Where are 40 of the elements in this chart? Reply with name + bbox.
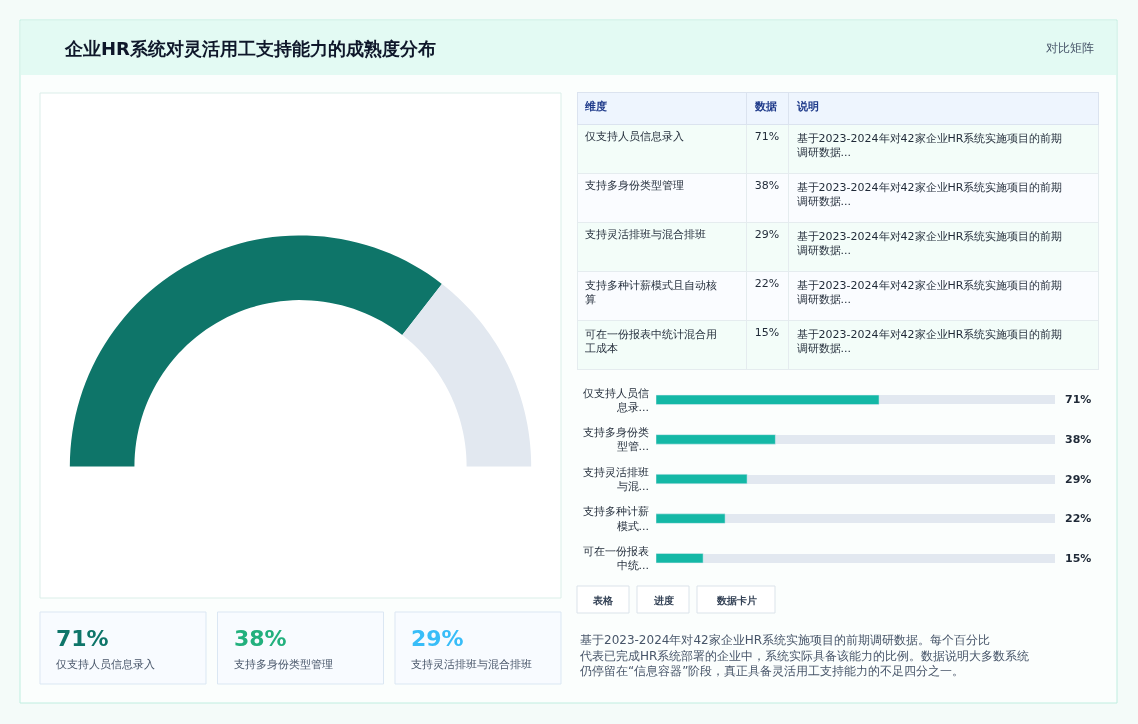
y-tick-label: 支持多身份类型管... [583,426,649,454]
text: 数据卡片 [716,595,757,606]
chart-title: 企业HR系统对灵活用工支持能力的成熟度分布 [64,38,436,59]
y-tick-label: 仅支持人员信息录... [583,386,649,414]
data-label: 71% [1065,393,1092,406]
y-tick-label: 可在一份报表中统... [583,544,649,573]
data-label: 29% [1065,473,1092,486]
text: 29% [411,626,464,651]
text: 对比矩阵 [1046,41,1094,55]
category-label: 可在一份报表中统计混合用工成本 [585,328,717,356]
category-label: 支持多身份类型管理 [585,179,684,193]
text: 29% [754,228,780,242]
text: 维度 [584,100,607,113]
text: 数据 [753,100,777,113]
category-label: 支持多身份类型管理 [234,658,333,671]
data-label: 15% [1065,552,1092,565]
category-label: 支持多种计薪模式且自动核算 [585,279,717,307]
text: 基于2023-2024年对42家企业HR系统实施项目的前期调研数据... [796,132,1063,160]
y-tick-label: 支持多种计薪模式... [583,505,649,533]
text: 71% [754,130,780,144]
text: 38% [234,626,287,651]
category-label: 仅支持人员信息录入 [56,658,155,671]
category-label: 仅支持人员信息录入 [585,130,684,144]
text: 15% [754,326,780,340]
text: 说明 [795,100,819,113]
data-label: 22% [1065,512,1092,525]
text: 基于2023-2024年对42家企业HR系统实施项目的前期调研数据... [796,230,1063,258]
text: 基于2023-2024年对42家企业HR系统实施项目的前期调研数据... [796,181,1063,209]
text: 进度 [653,595,674,606]
category-label: 支持灵活排班与混合排班 [585,228,706,242]
text: 表格 [592,595,614,606]
data-label: 38% [1065,433,1092,446]
text: 38% [754,179,780,193]
text: 22% [754,277,780,291]
text: 基于2023-2024年对42家企业HR系统实施项目的前期调研数据... [796,279,1063,307]
text: 基于2023-2024年对42家企业HR系统实施项目的前期调研数据。每个百分比代表已完成HR系统部署的企业中，系统实际具备该能力的比例。数据说明大多数系统仍停留在“信息容器”阶段，真正具备灵活用工支持能力的不足四分之一。 [579,633,1030,679]
text: 基于2023-2024年对42家企业HR系统实施项目的前期调研数据... [796,328,1063,356]
category-label: 支持灵活排班与混合排班 [411,658,532,671]
y-tick-label: 支持灵活排班与混... [583,465,649,493]
text: 71% [56,626,109,651]
